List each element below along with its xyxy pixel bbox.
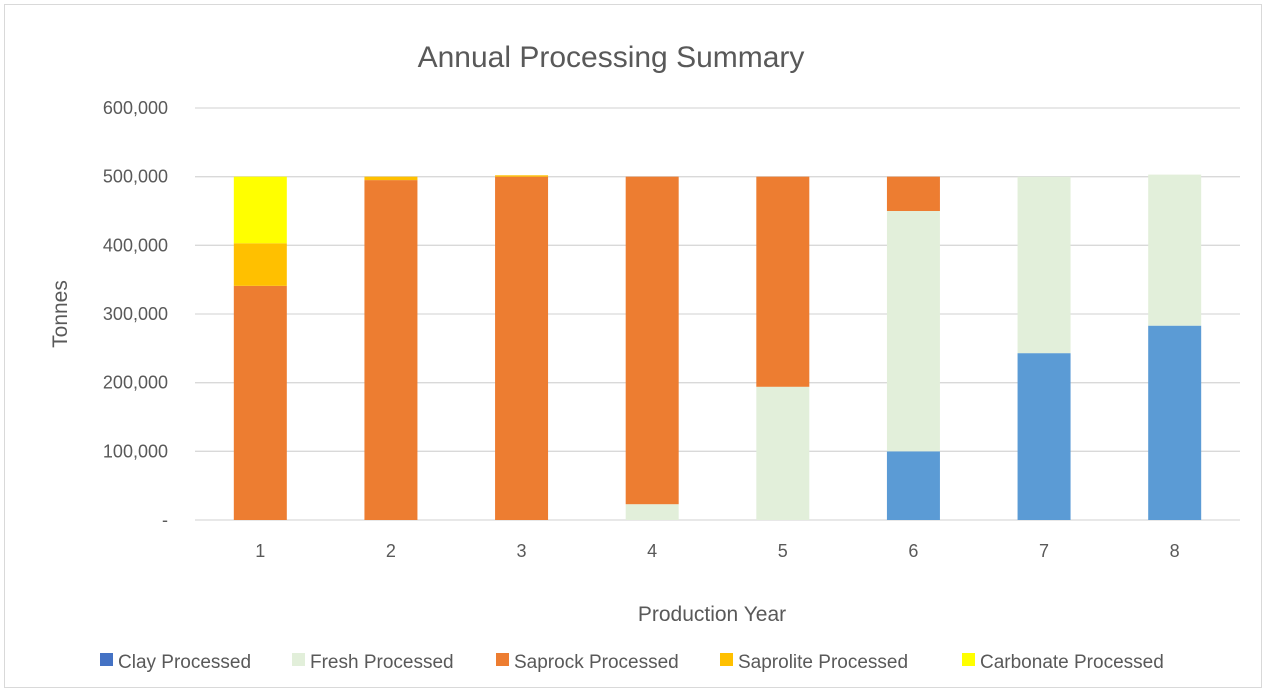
- gridlines: [195, 107, 1240, 521]
- bar-segment: [364, 180, 418, 520]
- legend-swatch: [100, 653, 113, 666]
- x-tick-label: 8: [1170, 541, 1180, 561]
- legend-label: Saprock Processed: [514, 652, 679, 673]
- y-tick-label: 200,000: [103, 373, 168, 393]
- chart-title: Annual Processing Summary: [418, 41, 805, 74]
- legend-label: Clay Processed: [118, 652, 251, 673]
- x-axis-title: Production Year: [638, 603, 786, 626]
- y-tick-label: 500,000: [103, 167, 168, 187]
- x-tick-label: 3: [517, 541, 527, 561]
- y-tick-label: 600,000: [103, 98, 168, 118]
- bars: [233, 174, 1202, 520]
- y-tick-label: 100,000: [103, 441, 168, 461]
- y-tick-label: -: [162, 510, 168, 530]
- legend-swatch: [720, 653, 733, 666]
- x-tick-label: 2: [386, 541, 396, 561]
- bar-segment: [233, 285, 287, 520]
- bar-segment: [1148, 174, 1202, 326]
- bar-segment: [495, 176, 549, 520]
- legend-swatch: [496, 653, 509, 666]
- bar-segment: [495, 175, 549, 177]
- y-axis-title: Tonnes: [49, 280, 72, 348]
- bar-segment: [886, 451, 940, 520]
- bar-segment: [756, 386, 810, 520]
- bar-segment: [886, 211, 940, 452]
- bar-segment: [233, 243, 287, 286]
- legend-swatch: [962, 653, 975, 666]
- bar-segment: [625, 504, 679, 520]
- y-tick-label: 400,000: [103, 235, 168, 255]
- x-tick-label: 5: [778, 541, 788, 561]
- bar-segment: [886, 176, 940, 211]
- x-tick-label: 6: [908, 541, 918, 561]
- x-tick-labels: 1 2 3 4 5 6 7 8: [255, 541, 1179, 561]
- x-tick-label: 7: [1039, 541, 1049, 561]
- bar-segment: [1017, 353, 1071, 520]
- y-tick-label: 300,000: [103, 304, 168, 324]
- x-tick-label: 4: [647, 541, 657, 561]
- x-tick-label: 1: [255, 541, 265, 561]
- y-tick-labels: - 100,000 200,000 300,000 400,000 500,000 600,…: [103, 98, 168, 530]
- bar-segment: [1148, 325, 1202, 520]
- bar-segment: [233, 176, 287, 244]
- bar-segment: [364, 176, 418, 181]
- legend: Clay Processed Fresh Processed Saprock Pro…: [100, 652, 1164, 673]
- bar-segment: [756, 176, 810, 387]
- bar-segment: [625, 176, 679, 505]
- legend-swatch: [292, 653, 305, 666]
- legend-label: Carbonate Processed: [980, 652, 1164, 673]
- legend-label: Fresh Processed: [310, 652, 454, 673]
- bar-segment: [1017, 176, 1071, 354]
- legend-label: Saprolite Processed: [738, 652, 908, 673]
